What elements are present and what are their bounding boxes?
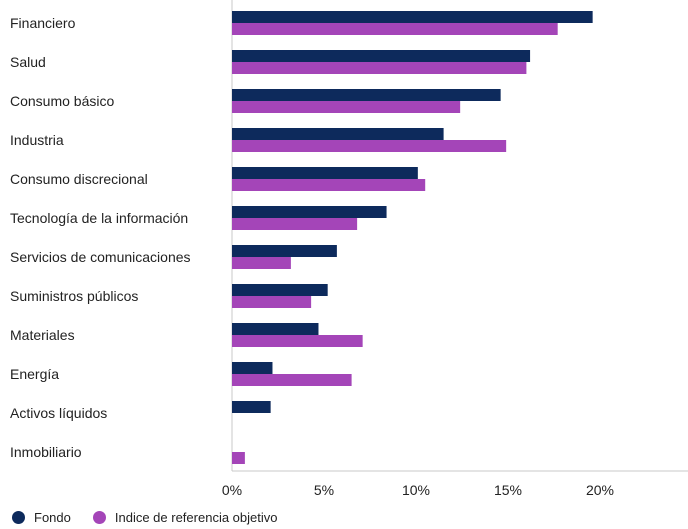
category-label: Activos líquidos — [10, 405, 107, 421]
bar-fondo — [232, 206, 387, 218]
legend-label-fondo: Fondo — [34, 509, 71, 525]
category-label: Energía — [10, 366, 59, 382]
x-tick-label: 20% — [586, 482, 614, 498]
bar-fondo — [232, 362, 273, 374]
legend-swatch-indice — [92, 510, 106, 524]
bar-fondo — [232, 284, 328, 296]
bar-indice — [232, 452, 245, 464]
x-tick-label: 10% — [402, 482, 430, 498]
legend-label-indice: Indice de referencia objetivo — [114, 509, 278, 525]
category-label: Industria — [10, 132, 64, 148]
category-label: Inmobiliario — [10, 444, 82, 460]
bar-indice — [232, 374, 352, 386]
category-label: Materiales — [10, 327, 75, 343]
bar-indice — [232, 23, 558, 35]
category-label: Financiero — [10, 15, 76, 31]
bar-fondo — [232, 323, 319, 335]
bar-fondo — [232, 167, 418, 179]
bar-indice — [232, 257, 291, 269]
bar-indice — [232, 296, 312, 308]
x-tick-label: 5% — [314, 482, 334, 498]
bar-indice — [232, 62, 527, 74]
legend-swatch-fondo — [12, 510, 25, 524]
bar-fondo — [232, 401, 271, 413]
category-label: Servicios de comunicaciones — [10, 249, 191, 265]
category-label: Consumo básico — [10, 93, 114, 109]
bar-fondo — [232, 128, 444, 140]
category-label: Consumo discrecional — [10, 171, 148, 187]
category-label: Tecnología de la información — [10, 210, 188, 226]
bar-indice — [232, 140, 507, 152]
legend-item-indice[interactable]: Indice de referencia objetivo — [92, 509, 278, 525]
bar-indice — [232, 218, 358, 230]
bar-fondo — [232, 245, 337, 257]
legend-item-fondo[interactable]: Fondo — [12, 510, 71, 525]
bar-indice — [232, 101, 461, 113]
bar-fondo — [232, 11, 593, 23]
legend: Fondo Indice de referencia objetivo — [12, 508, 299, 526]
bar-indice — [232, 335, 363, 347]
category-label: Salud — [10, 54, 46, 70]
bar-fondo — [232, 50, 531, 62]
bar-fondo — [232, 89, 501, 101]
category-label: Suministros públicos — [10, 288, 138, 304]
x-tick-label: 15% — [494, 482, 522, 498]
x-tick-label: 0% — [222, 482, 242, 498]
bar-indice — [232, 179, 426, 191]
